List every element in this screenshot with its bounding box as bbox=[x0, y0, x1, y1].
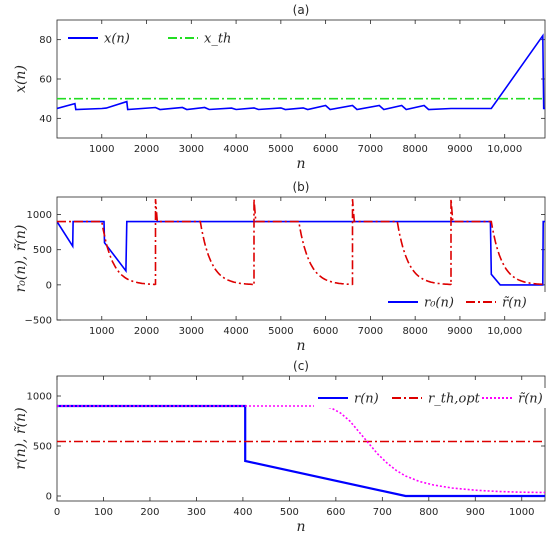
legend-label-a-0: x(n) bbox=[104, 32, 130, 47]
x-tick-label: 7000 bbox=[358, 326, 383, 337]
x-tick-label: 400 bbox=[233, 507, 252, 518]
x-tick-label: 0 bbox=[54, 507, 60, 518]
x-tick-label: 300 bbox=[187, 507, 206, 518]
x-tick-label: 200 bbox=[140, 507, 159, 518]
y-tick-label: −500 bbox=[25, 316, 52, 327]
series-line-b-1 bbox=[57, 199, 545, 286]
x-tick-label: 1000 bbox=[89, 144, 114, 155]
panel-title-a: (a) bbox=[293, 3, 310, 17]
x-tick-label: 2000 bbox=[134, 326, 159, 337]
x-tick-label: 6000 bbox=[313, 326, 338, 337]
legend-label-c-2: r̃(n) bbox=[518, 392, 543, 407]
x-tick-label: 4000 bbox=[223, 144, 248, 155]
legend-label-c-0: r(n) bbox=[354, 392, 379, 407]
x-tick-label: 900 bbox=[466, 507, 485, 518]
x-tick-label: 3000 bbox=[179, 144, 204, 155]
legend-label-a-1: x_th bbox=[204, 32, 231, 47]
x-tick-label: 3000 bbox=[179, 326, 204, 337]
x-tick-label: 5000 bbox=[268, 326, 293, 337]
series-line-b-0 bbox=[57, 220, 545, 286]
legend-label-b-0: r₀(n) bbox=[424, 296, 454, 311]
x-tick-label: 2000 bbox=[134, 144, 159, 155]
x-tick-label: 9000 bbox=[447, 326, 472, 337]
y-tick-label: 80 bbox=[39, 35, 52, 46]
y-axis-label-b: r₀(n), r̃(n) bbox=[13, 225, 29, 293]
y-tick-label: 500 bbox=[33, 245, 52, 256]
legend-label-c-1: r_th,opt bbox=[428, 392, 481, 407]
y-tick-label: 500 bbox=[33, 442, 52, 453]
legend-label-b-1: r̃(n) bbox=[502, 296, 527, 311]
panel-title-c: (c) bbox=[293, 359, 309, 373]
y-tick-label: 1000 bbox=[27, 392, 52, 403]
y-tick-label: 0 bbox=[46, 492, 52, 503]
y-tick-label: 40 bbox=[39, 114, 52, 125]
series-line-a-0 bbox=[57, 33, 545, 111]
legend-box-c bbox=[314, 388, 550, 408]
x-tick-label: 1000 bbox=[509, 507, 534, 518]
x-tick-label: 100 bbox=[94, 507, 113, 518]
x-tick-label: 10,000 bbox=[487, 144, 522, 155]
panel-title-b: (b) bbox=[293, 180, 310, 194]
x-axis-label-a: n bbox=[296, 156, 305, 172]
x-axis-label-c: n bbox=[296, 519, 305, 535]
y-tick-label: 60 bbox=[39, 75, 52, 86]
x-tick-label: 9000 bbox=[447, 144, 472, 155]
x-tick-label: 6000 bbox=[313, 144, 338, 155]
x-tick-label: 8000 bbox=[402, 326, 427, 337]
y-tick-label: 0 bbox=[46, 280, 52, 291]
y-axis-label-a: x(n) bbox=[13, 65, 29, 93]
x-tick-label: 500 bbox=[280, 507, 299, 518]
x-tick-label: 5000 bbox=[268, 144, 293, 155]
y-axis-label-c: r(n), r̃(n) bbox=[13, 407, 29, 469]
x-tick-label: 600 bbox=[326, 507, 345, 518]
x-tick-label: 7000 bbox=[358, 144, 383, 155]
x-tick-label: 800 bbox=[419, 507, 438, 518]
x-axis-label-b: n bbox=[296, 338, 305, 354]
x-tick-label: 8000 bbox=[402, 144, 427, 155]
x-tick-label: 1000 bbox=[89, 326, 114, 337]
y-tick-label: 1000 bbox=[27, 210, 52, 221]
x-tick-label: 4000 bbox=[223, 326, 248, 337]
x-tick-label: 700 bbox=[373, 507, 392, 518]
x-tick-label: 10,000 bbox=[487, 326, 522, 337]
